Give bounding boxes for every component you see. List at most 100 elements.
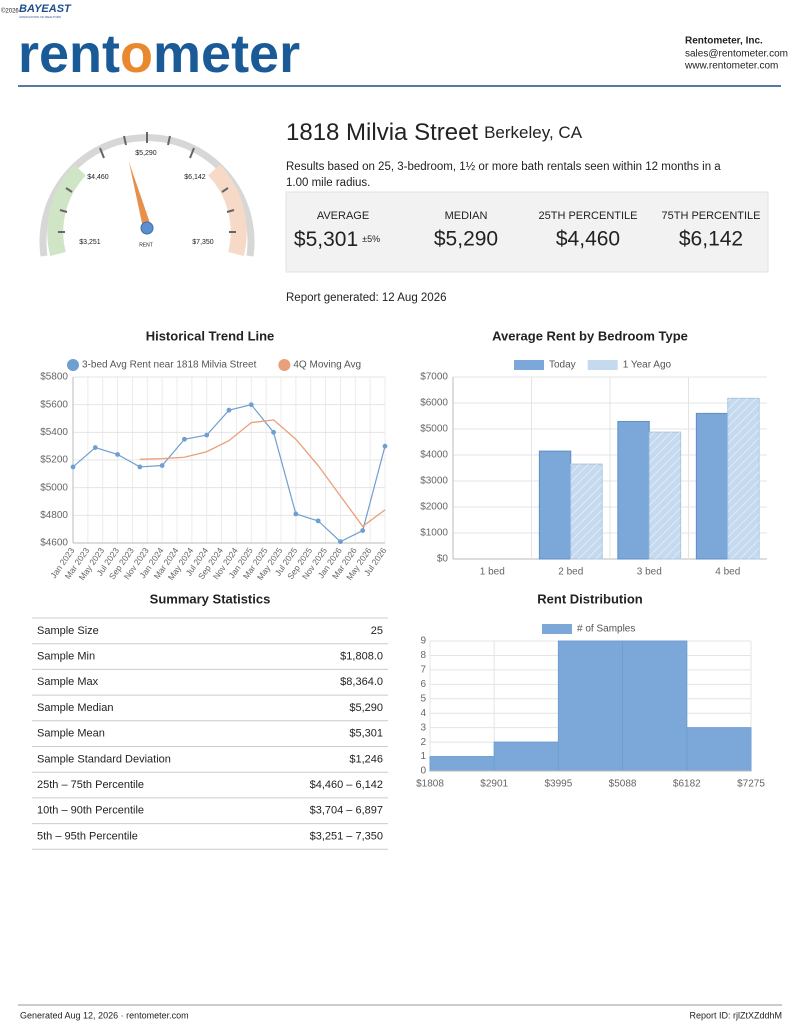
row-label: Sample Max — [37, 676, 99, 688]
description: 1.00 mile radius. — [286, 177, 370, 189]
gauge-ticks — [58, 132, 236, 233]
y-tick-label: 6 — [420, 679, 426, 690]
x-tick-label: $6182 — [673, 779, 701, 790]
chart-title: Historical Trend Line — [146, 328, 275, 343]
gauge-label: $6,142 — [184, 174, 206, 181]
y-tick-label: 2 — [420, 737, 426, 748]
point — [159, 463, 165, 468]
gauge-label: $5,290 — [135, 150, 157, 157]
gauge-band-low — [47, 164, 86, 256]
histogram-bar — [429, 756, 495, 772]
logo-part: meter — [153, 24, 300, 84]
point — [360, 528, 366, 533]
point — [293, 511, 299, 517]
point — [115, 452, 120, 457]
row-value: $1,808.0 — [340, 650, 383, 662]
row-value: $3,704 – 6,897 — [310, 805, 383, 817]
y-tick-label: 3 — [420, 722, 426, 733]
histogram-bar — [557, 640, 624, 772]
legend-label: 3-bed Avg Rent near 1818 Milvia Street — [82, 360, 257, 371]
y-tick-label: $5600 — [40, 399, 68, 410]
gauge-needle — [129, 162, 151, 228]
point — [248, 402, 254, 408]
stats: AVERAGE $5,301 ±5% MEDIAN $5,290 25TH PERCENT… — [294, 210, 761, 251]
row-value: $8,364.0 — [340, 676, 383, 688]
row-label: 5th – 95th Percentile — [37, 830, 138, 842]
row-label: 25th – 75th Percentile — [37, 779, 144, 791]
bar-hatch — [570, 464, 603, 559]
bar-hatch — [649, 432, 681, 559]
legend-label: Today — [549, 360, 576, 371]
company: Rentometer, Inc. — [685, 36, 763, 47]
row-value: $5,290 — [349, 702, 383, 714]
x-tick-label: 2 bed — [558, 567, 583, 578]
row-value: $3,251 – 7,350 — [310, 830, 383, 842]
y-tick-label: $4000 — [420, 450, 448, 461]
gauge-label: $7,350 — [192, 239, 214, 246]
stat-label: MEDIAN — [445, 210, 488, 222]
y-tick-label: $4600 — [40, 538, 68, 549]
x-tick-label: $5088 — [609, 779, 637, 790]
y-tick-label: 0 — [420, 766, 426, 777]
point — [70, 464, 76, 470]
legend-swatch — [587, 360, 618, 370]
stat-label: AVERAGE — [317, 210, 369, 222]
y-tick-label: $3000 — [420, 476, 448, 487]
stat-value: $6,142 — [679, 228, 743, 251]
x-tick-label: $2901 — [480, 779, 508, 790]
description: Results based on 25, 3-bedroom, 1½ or mo… — [286, 161, 721, 173]
gauge: $3,251 $4,460 $5,290 $6,142 $7,350 RENT — [39, 132, 255, 257]
gauge-center-label: RENT — [139, 242, 153, 248]
row-label: Sample Standard Deviation — [37, 753, 171, 765]
stat-value: $5,290 — [434, 228, 498, 251]
x-tick-label: 4 bed — [715, 567, 740, 578]
row-value: $1,246 — [349, 753, 383, 765]
point — [315, 518, 321, 524]
bar-hatch — [727, 398, 760, 559]
stat-value: $5,301 ±5% — [294, 228, 380, 251]
bar — [538, 450, 572, 560]
point — [92, 445, 98, 450]
histogram-bar — [686, 727, 752, 772]
gauge-label: $4,460 — [87, 174, 109, 181]
gauge-label: $3,251 — [79, 239, 101, 246]
report-generated: Report generated: 12 Aug 2026 — [286, 292, 447, 304]
row-label: Sample Mean — [37, 728, 105, 740]
stat-label: 75TH PERCENTILE — [661, 210, 760, 222]
legend-label: 4Q Moving Avg — [293, 360, 361, 371]
y-tick-label: $2000 — [420, 502, 448, 513]
property-title: 1818 Milvia Street Berkeley, CA — [286, 119, 583, 146]
y-tick-label: $5000 — [420, 424, 448, 435]
y-tick-label: $5400 — [40, 427, 68, 438]
stat-number: $5,301 — [294, 228, 358, 251]
x-tick-label: $1808 — [416, 779, 444, 790]
row-value: $5,301 — [349, 728, 383, 740]
stat-note: ±5% — [362, 234, 380, 244]
copyright: ©2026 — [1, 8, 19, 15]
stat-label: 25TH PERCENTILE — [538, 210, 637, 222]
legend-swatch — [67, 359, 79, 371]
gauge-band-high — [208, 164, 247, 256]
row-value: 25 — [371, 625, 383, 637]
y-tick-label: 7 — [420, 665, 426, 676]
city: Berkeley, CA — [484, 123, 583, 142]
y-tick-label: $0 — [437, 554, 449, 565]
row-label: Sample Median — [37, 702, 113, 714]
logo-part: rent — [18, 24, 120, 84]
y-tick-label: $7000 — [420, 372, 448, 383]
row-label: Sample Min — [37, 650, 95, 662]
y-tick-label: $1000 — [420, 528, 448, 539]
y-tick-label: 1 — [420, 751, 426, 762]
website: www.rentometer.com — [684, 61, 778, 72]
histogram-bar — [622, 640, 688, 772]
y-tick-label: $5000 — [40, 482, 68, 493]
y-tick-label: $6000 — [420, 398, 448, 409]
y-tick-label: 8 — [420, 650, 426, 661]
brand-name: BAYEAST — [19, 3, 72, 15]
bar — [695, 412, 729, 560]
street: 1818 Milvia Street — [286, 119, 478, 146]
y-tick-label: $5800 — [40, 372, 68, 383]
